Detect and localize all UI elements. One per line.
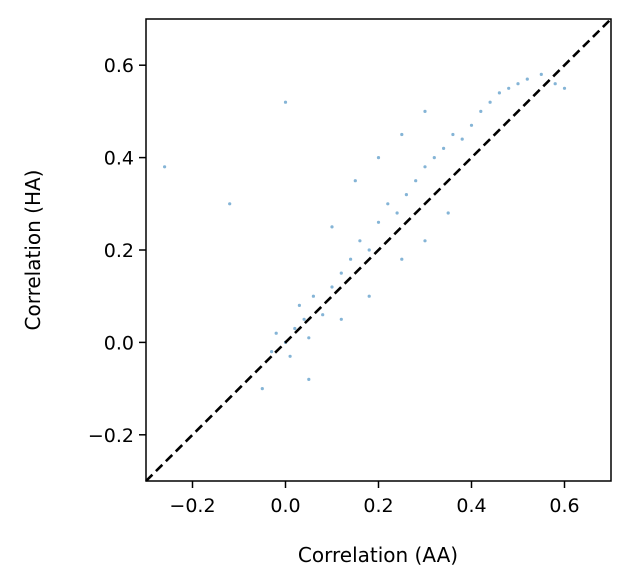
data-point (330, 225, 334, 229)
data-point (339, 271, 343, 275)
x-tick-label: 0.6 (549, 495, 579, 517)
data-point (274, 331, 278, 335)
y-axis-label: Correlation (HA) (21, 170, 45, 331)
y-tick-label: 0.0 (104, 332, 134, 354)
data-point (404, 193, 408, 197)
data-point (423, 109, 427, 113)
data-point (386, 202, 390, 206)
data-point (311, 294, 315, 298)
data-point (525, 77, 529, 81)
data-point (367, 248, 371, 252)
data-point (442, 146, 446, 150)
data-point (228, 202, 232, 206)
data-point (497, 91, 501, 95)
data-point (451, 132, 455, 137)
data-point (539, 72, 543, 76)
data-point (516, 82, 520, 86)
data-point (297, 303, 301, 307)
data-point (432, 156, 436, 160)
x-tick-label: 0.4 (456, 495, 486, 517)
y-tick-label: 0.4 (104, 148, 134, 170)
data-point (367, 294, 371, 298)
x-axis-ticks: −0.2 0.0 0.2 0.4 0.6 (169, 481, 580, 517)
data-point (460, 137, 464, 141)
data-point (400, 257, 404, 261)
x-tick-label: −0.2 (169, 495, 215, 517)
data-point (423, 165, 427, 169)
data-point (376, 156, 381, 160)
data-point (414, 179, 418, 183)
data-point (293, 326, 297, 331)
data-point (270, 350, 274, 354)
points-layer (163, 72, 567, 391)
y-tick-label: −0.2 (88, 425, 134, 447)
data-point (339, 317, 343, 321)
y-axis-ticks: −0.2 0.0 0.2 0.4 0.6 (88, 55, 146, 447)
data-point (507, 86, 511, 90)
x-tick-label: 0.2 (363, 495, 393, 517)
data-point (469, 123, 474, 127)
data-point (479, 109, 483, 113)
data-point (353, 179, 357, 183)
data-point (330, 285, 334, 289)
data-point (307, 336, 311, 340)
data-point (349, 257, 353, 261)
data-point (488, 100, 492, 104)
data-point (562, 86, 567, 90)
x-tick-label: 0.0 (270, 495, 300, 517)
reference-line-dashed (145, 18, 612, 482)
data-point (260, 387, 264, 391)
data-point (395, 211, 399, 215)
data-point (446, 211, 450, 215)
y-tick-label: 0.6 (104, 55, 134, 77)
data-point (358, 239, 362, 243)
data-point (553, 82, 557, 86)
data-point (423, 239, 427, 243)
data-point (302, 317, 306, 321)
data-point (288, 354, 292, 358)
x-axis-label: Correlation (AA) (298, 543, 458, 567)
data-point (307, 377, 311, 381)
data-point (321, 313, 325, 317)
data-point (163, 165, 167, 169)
y-tick-label: 0.2 (104, 240, 134, 262)
data-point (283, 100, 288, 104)
data-point (400, 132, 404, 137)
data-point (376, 220, 381, 224)
